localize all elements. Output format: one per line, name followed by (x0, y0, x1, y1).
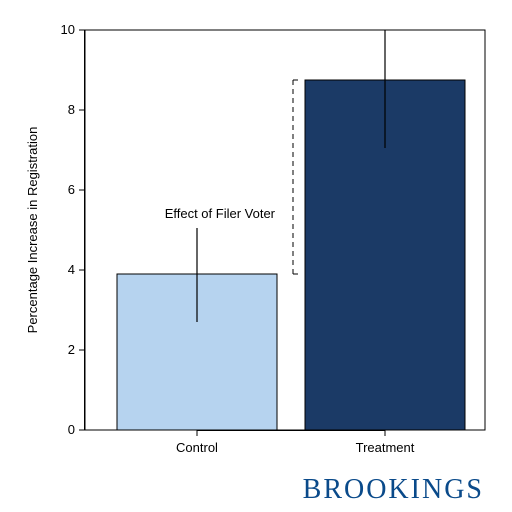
y-tick-label: 10 (61, 22, 75, 37)
annotation-effect-label: Effect of Filer Voter (165, 206, 276, 221)
y-tick-label: 6 (68, 182, 75, 197)
y-tick-label: 8 (68, 102, 75, 117)
chart-container: 0 2 4 6 8 10 Percentage Increase in Registrati… (0, 0, 512, 512)
bar-chart: 0 2 4 6 8 10 Percentage Increase in Registrati… (0, 0, 512, 512)
x-label-control: Control (176, 440, 218, 455)
y-tick-label: 2 (68, 342, 75, 357)
y-tick-label: 4 (68, 262, 75, 277)
brookings-logo: BROOKINGS (303, 474, 484, 505)
x-label-treatment: Treatment (356, 440, 415, 455)
y-axis-label: Percentage Increase in Registration (25, 127, 40, 334)
y-tick-label: 0 (68, 422, 75, 437)
